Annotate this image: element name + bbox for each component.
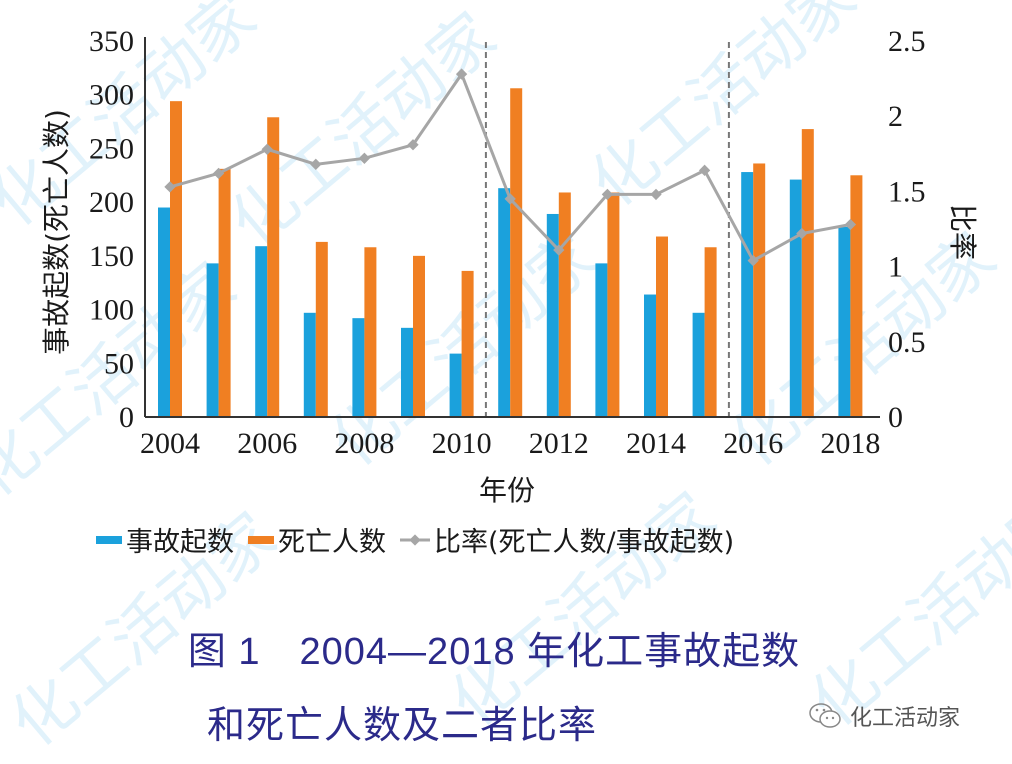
- x-tick-label: 2004: [140, 427, 200, 460]
- figure-caption-line1: 图 1 2004—2018 年化工事故起数: [187, 631, 801, 673]
- bar-series: [158, 88, 863, 418]
- ratio-marker: [553, 244, 565, 256]
- legend-label: 比率(死亡人数/事故起数): [434, 527, 735, 558]
- bar-accidents: [644, 294, 656, 417]
- y-tick-label: 350: [89, 25, 134, 58]
- bar-deaths: [170, 101, 182, 417]
- bar-deaths: [218, 168, 231, 417]
- bar-deaths: [558, 192, 571, 417]
- bar-deaths: [607, 192, 620, 417]
- period-divider-lines: [484, 42, 730, 417]
- bar-accidents: [206, 263, 219, 417]
- ratio-marker: [310, 158, 322, 170]
- y-tick-label: 300: [89, 79, 134, 112]
- right-axis-ticks: 0 0.5 1 1.5 2 2.5: [888, 25, 926, 434]
- ratio-marker: [650, 188, 662, 201]
- bar-accidents: [401, 327, 413, 417]
- x-axis-label: 年份: [479, 474, 535, 507]
- y2-tick-label: 2: [888, 100, 903, 133]
- figure-caption-line2: 和死亡人数及二者比率: [206, 705, 597, 747]
- y-tick-label: 150: [89, 240, 134, 273]
- bar-accidents: [838, 226, 851, 417]
- source-badge: 化工活动家: [808, 700, 960, 732]
- bar-deaths: [656, 236, 668, 417]
- y-tick-label: 100: [89, 294, 134, 327]
- ratio-marker: [261, 143, 273, 155]
- bar-accidents: [595, 263, 608, 417]
- bar-deaths: [315, 241, 328, 417]
- y2-tick-label: 0: [888, 401, 903, 434]
- legend-line-marker-icon: [400, 533, 430, 546]
- bar-accidents: [255, 246, 268, 417]
- legend-item-ratio: 比率(死亡人数/事故起数): [400, 520, 734, 559]
- bar-deaths: [413, 255, 425, 417]
- bar-deaths: [753, 163, 766, 417]
- y2-tick-label: 1: [888, 251, 903, 284]
- ratio-line-series: [164, 68, 857, 267]
- bar-deaths: [364, 247, 377, 417]
- y-tick-label: 0: [119, 401, 134, 434]
- legend-swatch-blue: [96, 535, 122, 544]
- bar-accidents: [741, 172, 754, 417]
- y-tick-label: 200: [89, 186, 134, 219]
- bar-accidents: [449, 353, 462, 417]
- y-tick-label: 250: [89, 132, 134, 165]
- bar-deaths: [801, 129, 814, 417]
- x-tick-label: 2012: [529, 427, 589, 460]
- bar-deaths: [267, 117, 280, 417]
- bar-accidents: [158, 207, 170, 417]
- x-tick-label: 2014: [626, 427, 686, 460]
- x-axis-ticks: 2004 2006 2008 2010 2012 2014 2016 2018: [140, 427, 880, 460]
- bar-accidents: [546, 213, 559, 417]
- chart-legend: 事故起数 死亡人数 比率(死亡人数/事故起数): [96, 520, 734, 559]
- y-axis-label: 事故起数(死亡人数): [40, 109, 73, 355]
- y2-tick-label: 2.5: [888, 25, 926, 58]
- legend-swatch-orange: [248, 535, 274, 544]
- ratio-marker: [358, 152, 371, 164]
- legend-item-accidents: 事故起数: [96, 520, 234, 559]
- ratio-marker: [212, 167, 225, 180]
- x-tick-label: 2010: [432, 427, 492, 460]
- bar-accidents: [692, 312, 705, 417]
- bar-accidents: [498, 188, 511, 417]
- bar-accidents: [352, 318, 365, 417]
- ratio-marker: [698, 164, 711, 177]
- x-tick-label: 2018: [820, 427, 880, 460]
- ratio-marker: [164, 181, 176, 193]
- ratio-marker: [407, 139, 419, 151]
- x-tick-label: 2016: [723, 427, 783, 460]
- ratio-marker: [747, 254, 759, 267]
- bar-accidents: [789, 179, 802, 417]
- bar-deaths: [850, 175, 863, 417]
- wechat-icon: [809, 703, 841, 728]
- bar-accidents: [303, 312, 316, 417]
- source-label: 化工活动家: [850, 706, 961, 731]
- legend-label: 死亡人数: [278, 527, 386, 558]
- ratio-marker: [844, 218, 857, 231]
- legend-item-deaths: 死亡人数: [248, 520, 386, 559]
- y-tick-label: 50: [104, 347, 134, 380]
- x-tick-label: 2006: [237, 427, 297, 460]
- ratio-marker: [796, 227, 808, 240]
- x-tick-label: 2008: [334, 427, 394, 460]
- y2-tick-label: 0.5: [888, 326, 926, 359]
- left-axis-ticks: 0 50 100 150 200 250 300 350: [89, 25, 134, 434]
- bar-deaths: [704, 247, 717, 417]
- bar-deaths: [461, 270, 474, 417]
- ratio-marker: [504, 193, 516, 205]
- legend-label: 事故起数: [126, 527, 234, 558]
- y2-axis-label: 比率: [946, 204, 979, 260]
- y2-tick-label: 1.5: [888, 175, 926, 208]
- ratio-marker: [601, 188, 614, 201]
- bar-deaths: [510, 88, 523, 418]
